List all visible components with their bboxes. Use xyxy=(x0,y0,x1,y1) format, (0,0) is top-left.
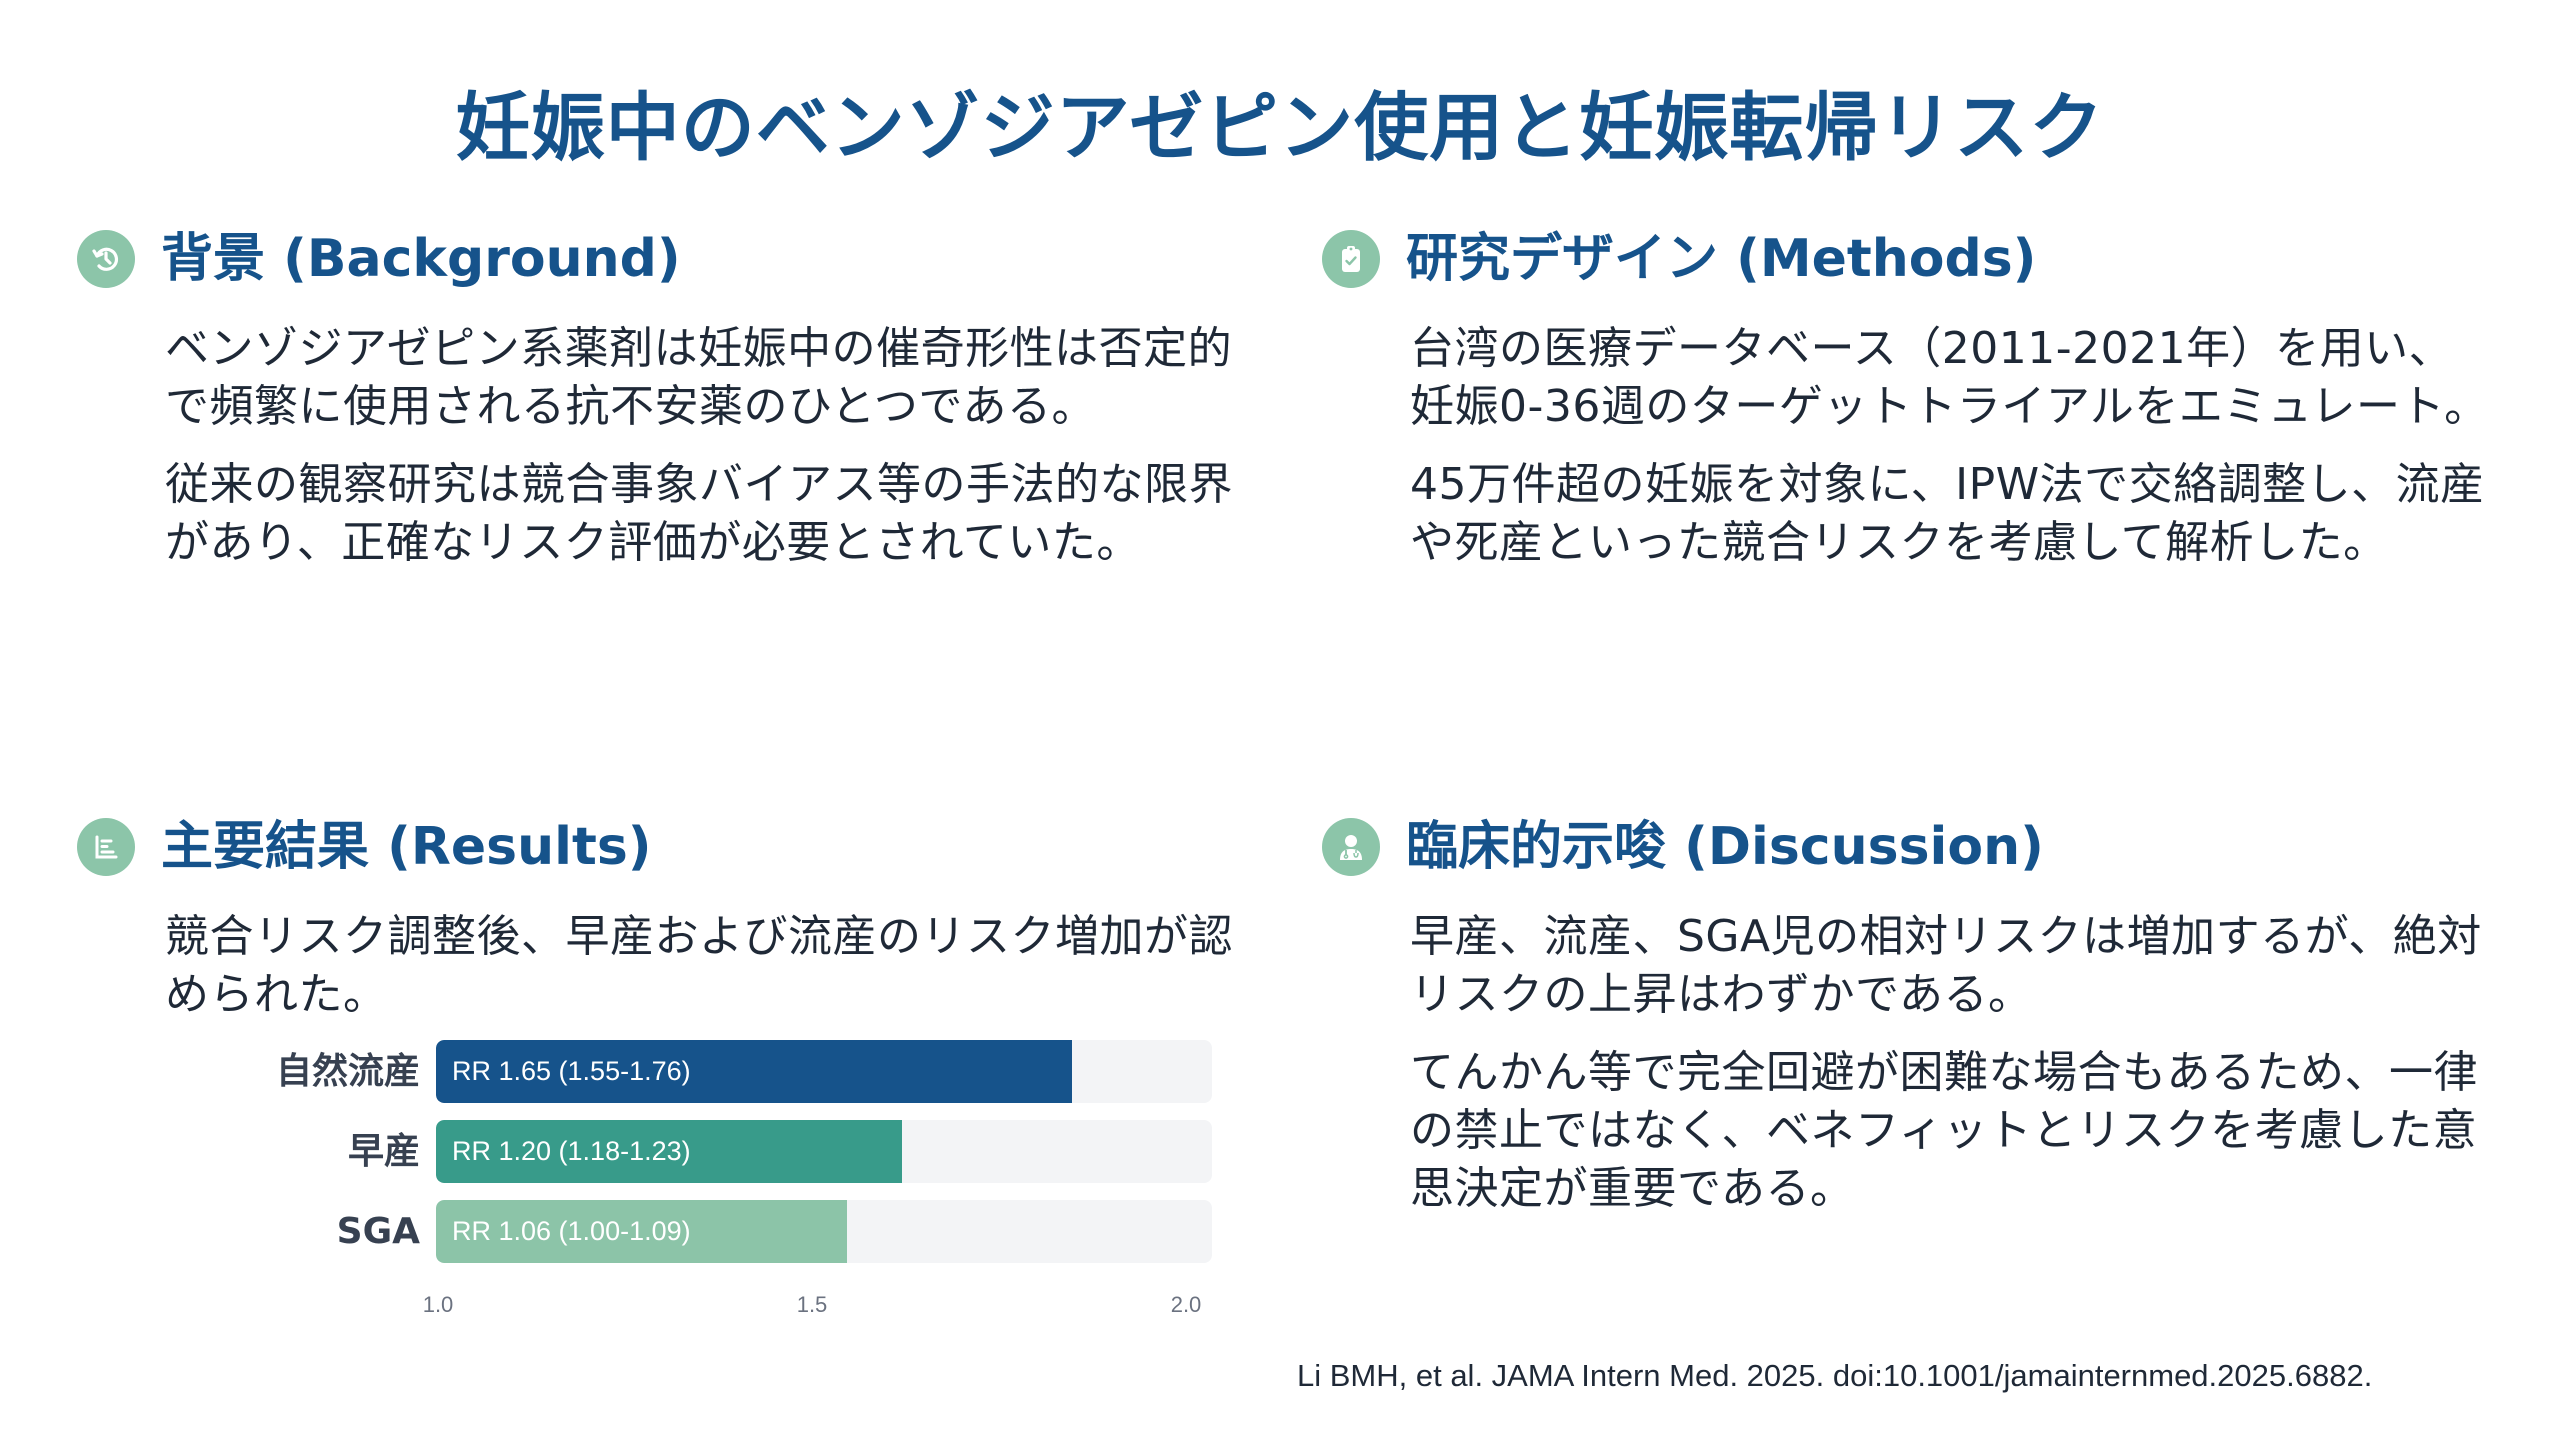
section-body: 台湾の医療データベース（2011-2021年）を用い、妊娠0-36週のターゲット… xyxy=(1410,320,2490,572)
bar-row-miscarriage: 自然流産 RR 1.65 (1.55-1.76) xyxy=(260,1040,1220,1103)
bar-chart-icon xyxy=(77,818,135,876)
x-tick: 2.0 xyxy=(1170,1292,1202,1317)
paragraph: 台湾の医療データベース（2011-2021年）を用い、妊娠0-36週のターゲット… xyxy=(1410,323,2489,432)
page-title: 妊娠中のベンゾジアゼピン使用と妊娠転帰リスク xyxy=(455,85,2105,171)
paragraph: 競合リスク調整後、早産および流産のリスク増加が認められた。 xyxy=(165,911,1233,1020)
paragraph: てんかん等で完全回避が困難な場合もあるため、一律の禁止ではなく、ベネフィットとリ… xyxy=(1410,1047,2478,1214)
paragraph: 早産、流産、SGA児の相対リスクは増加するが、絶対リスクの上昇はわずかである。 xyxy=(1410,911,2482,1020)
section-background: 背景 (Background) ベンゾジアゼピン系薬剤は妊娠中の催奇形性は否定的… xyxy=(77,228,1257,592)
bar-label: 自然流産 xyxy=(275,1051,420,1092)
user-doctor-icon xyxy=(1322,818,1380,876)
bar-value-label: RR 1.06 (1.00-1.09) xyxy=(452,1216,691,1246)
section-body: ベンゾジアゼピン系薬剤は妊娠中の催奇形性は否定的で頻繁に使用される抗不安薬のひと… xyxy=(165,320,1245,572)
section-title: 研究デザイン (Methods) xyxy=(1406,229,2037,289)
citation: Li BMH, et al. JAMA Intern Med. 2025. do… xyxy=(1297,1358,2373,1393)
section-title: 主要結果 (Results) xyxy=(161,817,652,877)
section-results: 主要結果 (Results) 競合リスク調整後、早産および流産のリスク増加が認め… xyxy=(77,816,1257,1044)
bar-fill xyxy=(436,1120,902,1183)
clipboard-check-icon xyxy=(1322,230,1380,288)
risk-ratio-chart: 自然流産 RR 1.65 (1.55-1.76) 早産 RR 1.20 (1.1… xyxy=(260,1040,1240,1330)
section-header: 臨床的示唆 (Discussion) xyxy=(1322,816,2502,878)
x-tick: 1.0 xyxy=(422,1292,454,1317)
bar-fill xyxy=(436,1040,1073,1103)
bar-track: RR 1.20 (1.18-1.23) xyxy=(436,1120,1212,1183)
section-body: 早産、流産、SGA児の相対リスクは増加するが、絶対リスクの上昇はわずかである。 … xyxy=(1410,908,2490,1218)
section-discussion: 臨床的示唆 (Discussion) 早産、流産、SGA児の相対リスクは増加する… xyxy=(1322,816,2502,1238)
bar-label: SGA xyxy=(336,1211,420,1252)
section-title: 臨床的示唆 (Discussion) xyxy=(1406,817,2044,877)
paragraph: 45万件超の妊娠を対象に、IPW法で交絡調整し、流産や死産といった競合リスクを考… xyxy=(1410,459,2485,568)
section-header: 研究デザイン (Methods) xyxy=(1322,228,2502,290)
section-header: 背景 (Background) xyxy=(77,228,1257,290)
bar-value-label: RR 1.20 (1.18-1.23) xyxy=(452,1136,691,1166)
section-body: 競合リスク調整後、早産および流産のリスク増加が認められた。 xyxy=(165,908,1245,1024)
bar-value-label: RR 1.65 (1.55-1.76) xyxy=(452,1056,691,1086)
bar-row-preterm: 早産 RR 1.20 (1.18-1.23) xyxy=(260,1120,1220,1183)
bar-fill xyxy=(436,1200,848,1263)
bar-label: 早産 xyxy=(347,1131,420,1172)
history-icon xyxy=(77,230,135,288)
bar-track: RR 1.06 (1.00-1.09) xyxy=(436,1200,1212,1263)
section-title: 背景 (Background) xyxy=(161,229,681,289)
bar-track: RR 1.65 (1.55-1.76) xyxy=(436,1040,1212,1103)
x-tick: 1.5 xyxy=(796,1292,828,1317)
bar-row-sga: SGA RR 1.06 (1.00-1.09) xyxy=(260,1200,1220,1263)
paragraph: 従来の観察研究は競合事象バイアス等の手法的な限界があり、正確なリスク評価が必要と… xyxy=(165,459,1233,568)
section-header: 主要結果 (Results) xyxy=(77,816,1257,878)
paragraph: ベンゾジアゼピン系薬剤は妊娠中の催奇形性は否定的で頻繁に使用される抗不安薬のひと… xyxy=(165,323,1233,432)
section-methods: 研究デザイン (Methods) 台湾の医療データベース（2011-2021年）… xyxy=(1322,228,2502,592)
